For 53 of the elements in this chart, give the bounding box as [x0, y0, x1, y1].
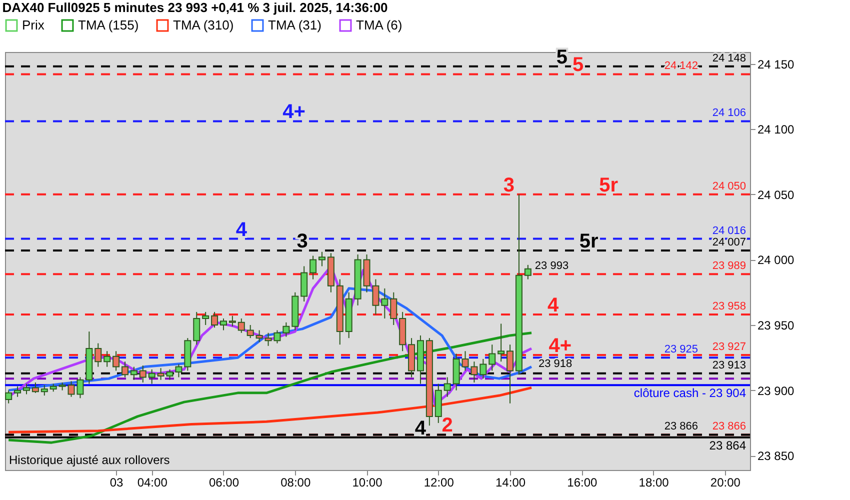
x-tick-label: 06:00	[208, 476, 240, 490]
ref-line-label: 24 016	[712, 224, 746, 237]
legend-label: TMA (155)	[78, 18, 139, 33]
y-tick-label: 23 950	[758, 318, 795, 333]
x-tick-label: 18:00	[638, 476, 670, 490]
annotation: 5	[572, 54, 584, 76]
ref-line-label: 24 007	[712, 236, 746, 249]
ref-line-label: 23 925	[664, 344, 698, 356]
annotation: 5r	[599, 174, 618, 196]
annotation: 5	[556, 46, 568, 68]
chart-title: DAX40 Full0925 5 minutes 23 993 +0,41 % 3 juil. 2025, 14:36:00	[2, 0, 388, 15]
y-tick-label: 23 850	[758, 449, 795, 464]
ref-line-label: 24 148	[712, 52, 746, 64]
y-tick-label: 24 150	[758, 57, 795, 72]
ref-line-label: 23 989	[712, 260, 746, 272]
ref-line-label: 23 927	[712, 341, 746, 354]
annotation: 4	[236, 218, 248, 241]
ref-line-label: 23 866	[664, 420, 698, 433]
ref-line-label: 24 106	[712, 107, 746, 120]
ref-line-label: 24 050	[712, 180, 746, 192]
ref-line-label: 23 958	[712, 300, 746, 313]
legend-label: Prix	[22, 18, 45, 33]
x-tick-label: 14:00	[496, 476, 526, 490]
annotation: 5r	[579, 230, 598, 253]
x-tick-label: 16:00	[567, 476, 598, 490]
annotation: 4+	[282, 101, 306, 124]
legend-label: TMA (310)	[173, 18, 234, 33]
annotation: 4	[414, 417, 427, 440]
y-tick-label: 24 100	[758, 122, 795, 137]
ref-line-label: 24 142	[664, 60, 698, 72]
ref-line-label: 23 866	[712, 420, 746, 433]
x-tick-label: 12:00	[424, 476, 454, 490]
legend-label: TMA (31)	[268, 18, 322, 33]
x-tick-label: 03	[110, 476, 124, 490]
x-tick-label: 04:00	[137, 476, 168, 490]
x-tick-label: 10:00	[352, 476, 383, 490]
x-tick-label: 08:00	[280, 476, 311, 490]
y-tick-label: 24 050	[758, 188, 795, 202]
data-label: 23 918	[538, 358, 572, 370]
ref-line-label: 23 864	[709, 438, 746, 452]
annotation: 4+	[548, 335, 572, 358]
x-tick-label: 20:00	[710, 476, 741, 490]
ref-line-label: clôture cash - 23 904	[634, 386, 746, 400]
annotation: Historique ajusté aux rollovers	[9, 453, 170, 467]
annotation: 2	[442, 414, 453, 437]
annotation: 3	[503, 174, 515, 196]
y-tick-label: 23 900	[758, 384, 795, 398]
y-tick-label: 24 000	[758, 253, 795, 268]
annotation: 4	[547, 294, 560, 317]
legend-label: TMA (6)	[356, 18, 402, 33]
annotation: 3	[296, 230, 308, 253]
text: 23 993	[534, 260, 569, 272]
ref-line-label: 23 913	[712, 359, 746, 372]
